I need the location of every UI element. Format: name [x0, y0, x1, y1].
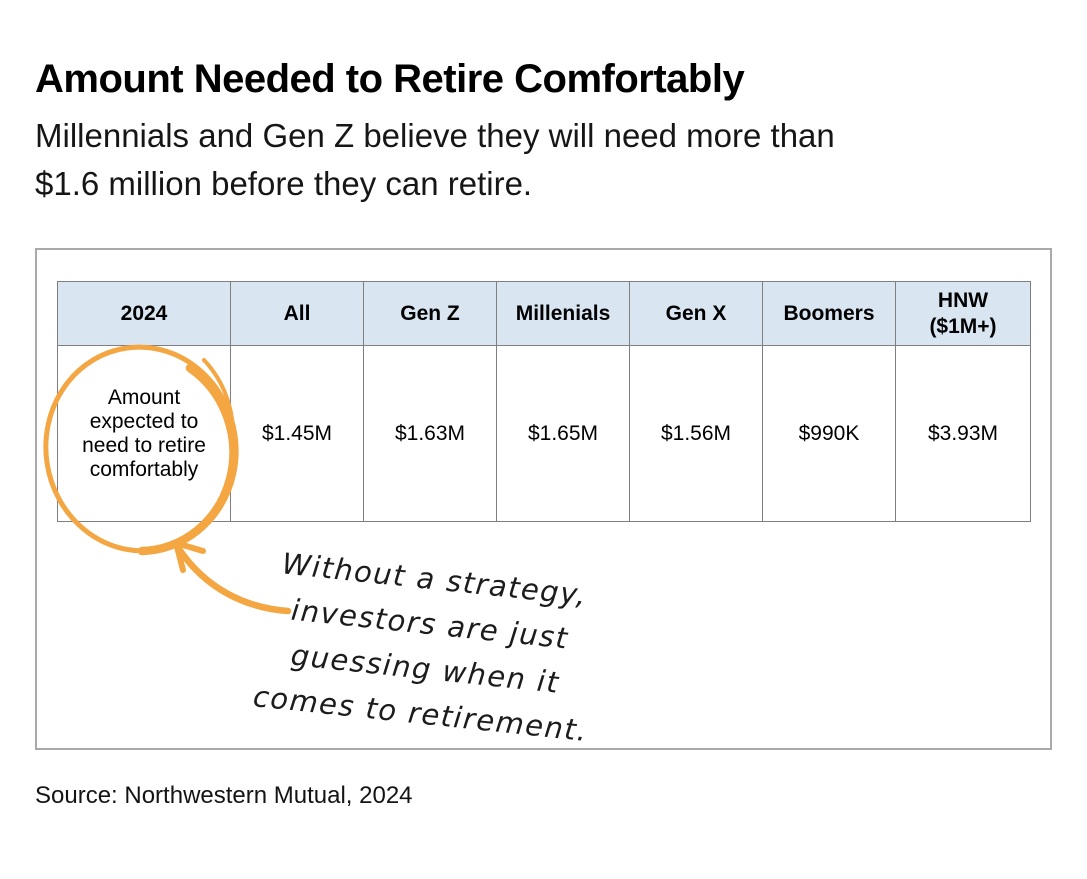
- subtitle-line-2: $1.6 million before they can retire.: [35, 165, 533, 202]
- column-header-hnw-label: HNW ($1M+): [929, 288, 997, 338]
- page-subtitle: Millennials and Gen Z believe they will …: [35, 112, 835, 208]
- column-header-gen-z: Gen Z: [363, 281, 497, 346]
- source-attribution: Source: Northwestern Mutual, 2024: [35, 782, 413, 809]
- subtitle-line-1: Millennials and Gen Z believe they will …: [35, 117, 835, 154]
- value-cell-boomers: $990K: [762, 345, 896, 522]
- table-header-row: 2024 All Gen Z Millenials Gen X Boomers …: [57, 281, 1031, 346]
- column-header-all: All: [230, 281, 364, 346]
- retirement-amount-table: 2024 All Gen Z Millenials Gen X Boomers …: [57, 281, 1031, 522]
- value-cell-gen-x: $1.56M: [629, 345, 763, 522]
- column-header-boomers: Boomers: [762, 281, 896, 346]
- handwritten-note: Without a strategy, investors are just g…: [233, 538, 622, 756]
- column-header-2024: 2024: [57, 281, 231, 346]
- value-cell-millenials: $1.65M: [496, 345, 630, 522]
- row-label-amount-expected: Amount expected to need to retire comfor…: [57, 345, 231, 522]
- value-cell-all: $1.45M: [230, 345, 364, 522]
- column-header-gen-x: Gen X: [629, 281, 763, 346]
- column-header-millenials: Millenials: [496, 281, 630, 346]
- table-data-row: Amount expected to need to retire comfor…: [57, 345, 1031, 522]
- column-header-hnw: HNW ($1M+): [895, 281, 1031, 346]
- page-title: Amount Needed to Retire Comfortably: [35, 57, 745, 101]
- value-cell-gen-z: $1.63M: [363, 345, 497, 522]
- value-cell-hnw: $3.93M: [895, 345, 1031, 522]
